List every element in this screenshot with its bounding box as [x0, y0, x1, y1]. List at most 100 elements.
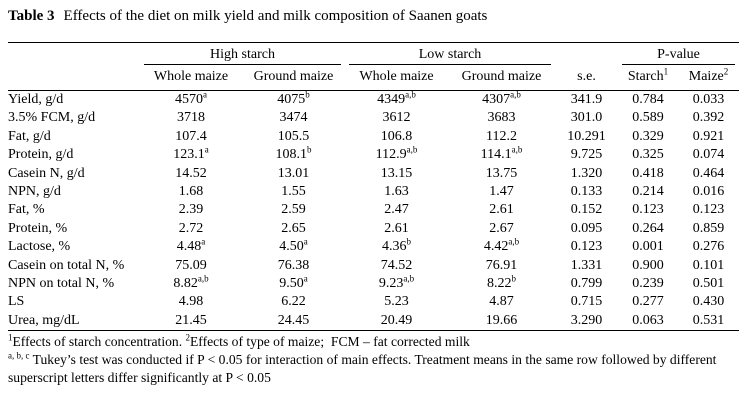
- table-cell: 2.61: [384, 220, 409, 236]
- table-cell: 0.277: [632, 294, 664, 310]
- table-cell: 0.921: [692, 128, 725, 144]
- table-cell: 0.123: [570, 239, 603, 255]
- table-cell: 75.09: [175, 257, 207, 273]
- table-cell: 0.239: [632, 276, 664, 292]
- superscript: a, b, c: [8, 350, 30, 361]
- table-cell: 1.331: [570, 257, 603, 273]
- table-cell: 3.290: [555, 311, 618, 332]
- table-cell: 76.91: [485, 257, 518, 273]
- row-label: Yield, g/d: [8, 92, 64, 107]
- table-cell: 105.5: [277, 128, 310, 144]
- table-cell: 4.50a: [279, 236, 308, 255]
- row-label: NPN, g/d: [8, 184, 61, 200]
- superscript: a,b: [510, 89, 521, 100]
- table-row: 3.5% FCM, g/d 3718 3474 3612 3683 301.0 0.589 0…: [8, 109, 739, 127]
- table-cell: 3474: [279, 110, 308, 126]
- group-header-high-starch: High starch: [140, 43, 345, 65]
- table-cell: 10.291: [567, 128, 606, 144]
- table-cell: 4307a,b: [482, 89, 521, 107]
- table-cell: 0.074: [692, 147, 725, 163]
- table-cell: 0.859: [692, 220, 725, 236]
- table-cell: 19.66: [448, 311, 555, 332]
- table-row: Fat, % 2.39 2.59 2.47 2.61 0.152 0.123 0.123: [8, 201, 739, 219]
- row-label: LS: [8, 294, 25, 310]
- group-header-spacer: [8, 43, 140, 65]
- table-cell: 0.101: [692, 257, 725, 273]
- table-cell: 112.9a,b: [375, 144, 418, 163]
- table-cell: 13.75: [485, 165, 518, 181]
- table-cell: 1.320: [570, 165, 603, 181]
- table-cell: 2.47: [384, 202, 409, 218]
- table-caption-text: Effects of the diet on milk yield and mi…: [63, 8, 488, 24]
- table-cell: 4570a: [175, 89, 207, 107]
- footnote-tukey: a, b, c Tukey’s test was conducted if P …: [8, 350, 717, 385]
- table-cell: 9.50a: [279, 273, 308, 292]
- data-table: High starch Low starch P-value Whole mai…: [8, 42, 740, 332]
- column-header-ls-whole-maize: Whole maize: [345, 64, 448, 91]
- table-cell: 1.68: [178, 184, 204, 200]
- row-label: Lactose, %: [8, 239, 71, 255]
- table-cell: 0.325: [632, 147, 664, 163]
- table-cell: 123.1a: [173, 144, 209, 163]
- table-cell: 76.38: [277, 257, 310, 273]
- table-row: Casein on total N, % 75.09 76.38 74.52 76.91…: [8, 257, 739, 275]
- row-label: Fat, %: [8, 202, 45, 218]
- superscript: b: [307, 144, 312, 155]
- superscript: a,b: [403, 273, 415, 284]
- column-header-row: Whole maize Ground maize Whole maize Gro…: [8, 64, 740, 91]
- table-row: Casein N, g/d 14.52 13.01 13.15 13.75 1.320 0.…: [8, 165, 739, 183]
- group-header-p-value-label: P-value: [622, 47, 736, 65]
- table-cell: 108.1b: [275, 144, 312, 163]
- table-cell: 8.22b: [487, 273, 516, 292]
- table-cell: 3718: [177, 110, 205, 126]
- superscript: b: [305, 89, 310, 100]
- row-label: Fat, g/d: [8, 128, 51, 144]
- group-header-low-starch: Low starch: [345, 43, 555, 65]
- row-label: 3.5% FCM, g/d: [8, 110, 96, 126]
- footnote-definitions: 1Effects of starch concentration. 2Effec…: [8, 332, 470, 350]
- superscript: 2: [723, 66, 729, 77]
- table-cell: 14.52: [175, 165, 207, 181]
- row-label: Urea, mg/dL: [8, 311, 140, 332]
- table-number: Table 3: [8, 8, 55, 24]
- table-cell: 1.55: [281, 184, 306, 200]
- superscript: a: [203, 89, 207, 100]
- table-cell: 0.784: [632, 92, 664, 107]
- row-label: Protein, g/d: [8, 147, 74, 163]
- table-cell: 0.329: [632, 128, 664, 144]
- table-cell: 5.23: [384, 294, 409, 310]
- table-cell: 24.45: [242, 311, 345, 332]
- table-cell: 0.095: [570, 220, 603, 236]
- table-header: High starch Low starch P-value Whole mai…: [8, 43, 740, 91]
- table-cell: 112.2: [486, 128, 517, 144]
- table-cell: 4.48a: [176, 236, 206, 255]
- table-cell: 2.72: [178, 220, 204, 236]
- table-cell: 114.1a,b: [480, 144, 523, 163]
- table-cell: 0.016: [692, 184, 725, 200]
- table-cell: 9.725: [570, 147, 603, 163]
- table-cell: 301.0: [570, 110, 603, 126]
- table-cell: 2.39: [178, 202, 204, 218]
- superscript: a,b: [511, 144, 523, 155]
- table-cell: 9.23a,b: [378, 273, 415, 292]
- table-cell: 2.67: [489, 220, 514, 236]
- superscript: a: [204, 144, 209, 155]
- table-row: NPN on total N, % 8.82a,b 9.50a 9.23a,b 8.22…: [8, 273, 739, 293]
- table-cell: 107.4: [175, 128, 207, 144]
- table-cell: 0.264: [632, 220, 664, 236]
- table-row: Lactose, % 4.48a 4.50a 4.36b 4.42a,b 0.123 0.0…: [8, 236, 739, 256]
- column-header-ls-ground-maize: Ground maize: [448, 64, 555, 91]
- table-cell: 4349a,b: [377, 89, 416, 107]
- row-label: Casein on total N, %: [8, 257, 125, 273]
- table-cell: 4075b: [277, 89, 310, 107]
- superscript: a,b: [405, 89, 416, 100]
- superscript: 1: [663, 66, 669, 77]
- table-cell: 0.430: [692, 294, 725, 310]
- superscript: a: [201, 236, 206, 247]
- table-cell: 0.418: [632, 165, 664, 181]
- table-cell: 106.8: [380, 128, 413, 144]
- table-cell: 0.123: [632, 202, 664, 218]
- table-cell: 0.276: [692, 239, 725, 255]
- table-cell: 4.98: [178, 294, 204, 310]
- table-row: Fat, g/d 107.4 105.5 106.8 112.2 10.291 0.329 0…: [8, 128, 739, 146]
